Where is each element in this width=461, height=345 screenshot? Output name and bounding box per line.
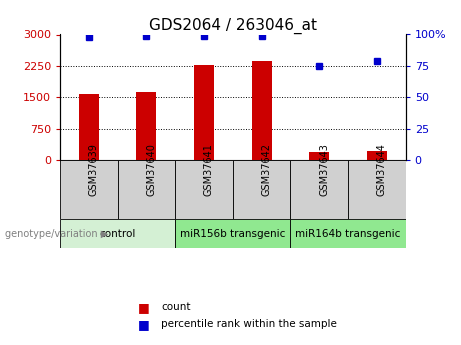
Title: GDS2064 / 263046_at: GDS2064 / 263046_at (149, 18, 317, 34)
Bar (60, 219, 175, 248)
Bar (367, 151, 387, 160)
Bar (60, 160, 118, 219)
Bar (175, 160, 233, 219)
Bar (290, 160, 348, 219)
Text: control: control (100, 229, 136, 239)
Bar (233, 160, 290, 219)
Text: GSM37639: GSM37639 (89, 143, 99, 196)
Text: ■: ■ (138, 300, 150, 314)
Text: miR156b transgenic: miR156b transgenic (180, 229, 285, 239)
Bar (79, 94, 99, 160)
Text: genotype/variation ▶: genotype/variation ▶ (5, 229, 108, 239)
Bar (348, 160, 406, 219)
Text: GSM37643: GSM37643 (319, 143, 329, 196)
Text: miR164b transgenic: miR164b transgenic (296, 229, 401, 239)
Text: GSM37642: GSM37642 (262, 142, 272, 196)
Text: GSM37640: GSM37640 (146, 143, 156, 196)
Bar (309, 152, 329, 160)
Text: percentile rank within the sample: percentile rank within the sample (161, 319, 337, 329)
Bar (136, 92, 156, 160)
Text: ■: ■ (138, 318, 150, 331)
Bar (175, 219, 290, 248)
Bar (290, 219, 406, 248)
Bar (118, 160, 175, 219)
Text: count: count (161, 302, 191, 312)
Text: GSM37641: GSM37641 (204, 143, 214, 196)
Bar (194, 65, 214, 160)
Bar (252, 61, 272, 160)
Text: GSM37644: GSM37644 (377, 143, 387, 196)
